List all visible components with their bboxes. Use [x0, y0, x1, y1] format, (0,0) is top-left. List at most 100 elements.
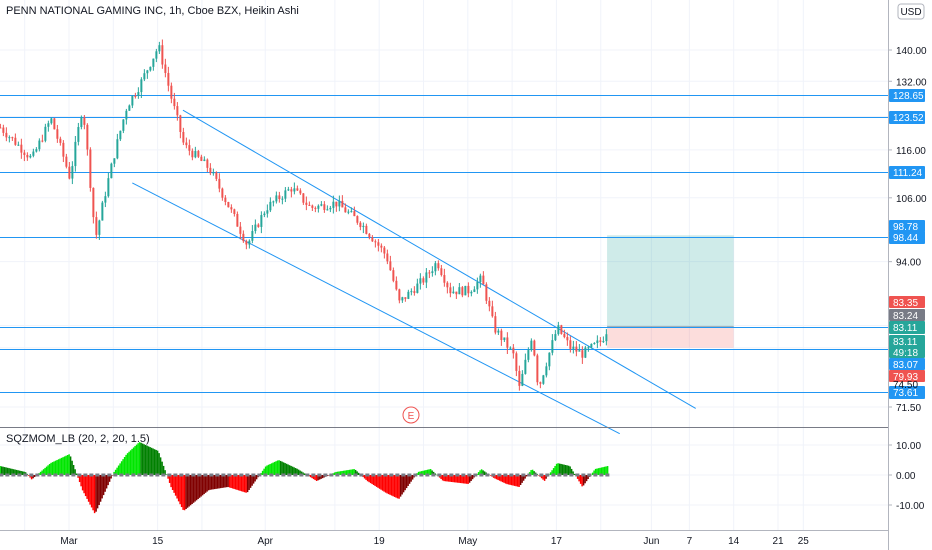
momentum-bar — [276, 460, 279, 475]
momentum-bar — [62, 457, 64, 475]
price-badge[interactable]: 79.93 — [889, 370, 925, 383]
momentum-bar — [522, 475, 525, 481]
stop-zone[interactable] — [607, 327, 734, 348]
candle-body — [383, 247, 386, 254]
badge-bg — [889, 335, 925, 347]
momentum-bar — [441, 475, 444, 481]
candle — [101, 200, 104, 221]
momentum-bar — [422, 470, 424, 475]
price-level-badge[interactable]: 123.52 — [889, 111, 925, 124]
long-position-tool[interactable] — [607, 235, 734, 348]
momentum-bar — [188, 475, 190, 507]
candle-body — [5, 132, 8, 138]
candle — [605, 329, 608, 346]
momentum-bar — [378, 475, 381, 489]
momentum-bar — [108, 475, 111, 482]
squeeze-dot — [107, 473, 112, 477]
candle-body — [215, 172, 218, 179]
candle-body — [473, 289, 476, 292]
momentum-bar — [383, 475, 385, 492]
candle-body — [293, 188, 296, 192]
momentum-bar — [102, 475, 105, 496]
price-tick-label: 94.00 — [896, 258, 921, 269]
momentum-bar — [275, 461, 277, 475]
momentum-axis[interactable]: 10.00 0.00 -10.00 — [888, 441, 925, 512]
momentum-bar — [195, 475, 198, 501]
currency-label: USD — [900, 7, 921, 18]
channel-upper-line[interactable] — [182, 109, 696, 409]
candle — [422, 276, 425, 285]
candle-body — [413, 291, 416, 293]
candle-body — [230, 207, 233, 210]
squeeze-dot — [575, 473, 580, 477]
candle-body — [419, 278, 422, 284]
price-level-badge[interactable]: 111.24 — [889, 166, 925, 179]
squeeze-dot — [95, 473, 100, 477]
price-badge[interactable]: 49:18 — [889, 346, 925, 359]
candle-body — [302, 193, 305, 203]
time-tick-label: Mar — [60, 536, 78, 547]
horizontal-levels[interactable] — [0, 95, 888, 393]
momentum-bar — [297, 469, 300, 475]
candle-body — [386, 253, 389, 262]
momentum-bar — [384, 475, 387, 493]
momentum-bar — [386, 475, 388, 494]
squeeze-dot — [527, 473, 532, 477]
time-axis[interactable]: Mar 15 Apr 19 May 17 Jun 7 14 21 25 — [60, 536, 809, 547]
candle — [539, 381, 542, 389]
candle — [323, 201, 326, 213]
candle — [68, 162, 71, 180]
candle — [2, 124, 5, 137]
price-level-badge[interactable]: 98.44 — [889, 231, 925, 244]
price-badge[interactable]: 83.24 — [889, 309, 925, 322]
candle-body — [446, 282, 449, 288]
price-level-badge[interactable]: 73.61 — [889, 386, 925, 399]
earnings-marker[interactable]: E — [402, 406, 420, 424]
candle-body — [323, 204, 326, 210]
candle — [290, 186, 293, 198]
candle — [404, 297, 407, 302]
candle — [188, 139, 191, 156]
candle — [392, 267, 395, 283]
candle — [314, 206, 317, 213]
currency-button[interactable]: USD — [897, 3, 925, 20]
price-badge[interactable]: 83.11 — [889, 335, 925, 348]
badge-bg — [889, 231, 925, 244]
channel-lower-line[interactable] — [132, 182, 620, 435]
candle — [242, 230, 245, 243]
price-level-badge[interactable]: 83.11 — [889, 321, 925, 334]
candle — [260, 211, 263, 234]
price-level-badge[interactable]: 128.65 — [889, 89, 925, 102]
price-badge[interactable]: 83.35 — [889, 296, 925, 309]
squeeze-dot — [65, 473, 70, 477]
price-badge[interactable]: 98.78 — [889, 220, 925, 233]
squeeze-dot — [455, 473, 460, 477]
candle — [116, 133, 119, 160]
momentum-bar — [443, 475, 445, 482]
momentum-bar — [224, 475, 226, 488]
candle-body — [260, 215, 263, 227]
squeeze-dot — [53, 473, 58, 477]
candle — [20, 138, 23, 159]
candle-body — [341, 200, 344, 208]
price-axis[interactable]: 140.00 132.00 116.00 106.00 94.00 71.50 128.65… — [888, 46, 927, 414]
candle — [194, 146, 197, 159]
price-badge[interactable]: 83.07 — [889, 358, 925, 371]
candle — [284, 187, 287, 203]
candle-body — [554, 334, 557, 341]
price-badge[interactable]: 74.50 — [893, 380, 918, 391]
squeeze-dot — [395, 473, 400, 477]
candle — [179, 114, 182, 139]
target-zone[interactable] — [607, 235, 734, 328]
squeeze-dot — [0, 473, 4, 477]
candle — [431, 266, 434, 277]
squeeze-dot — [479, 473, 484, 477]
momentum-bar — [525, 475, 528, 477]
momentum-bar — [557, 463, 559, 475]
momentum-bar — [149, 447, 151, 475]
momentum-bar — [233, 475, 235, 489]
candle — [437, 260, 440, 271]
candle-body — [179, 115, 182, 132]
parallel-channel[interactable] — [132, 109, 696, 435]
